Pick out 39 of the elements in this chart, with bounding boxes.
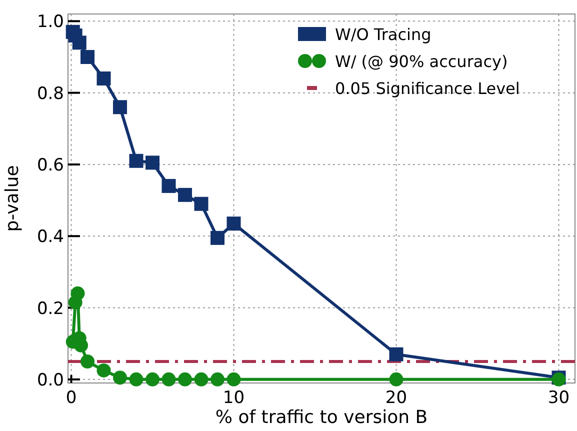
y-tick-label: 1.0 [36, 12, 64, 32]
point [226, 216, 241, 231]
point [80, 354, 94, 369]
point [113, 370, 127, 385]
legend-label: W/O Tracing [335, 25, 432, 44]
point [389, 372, 404, 386]
x-tick-label: 0 [66, 388, 77, 408]
y-tick-label: 0.8 [36, 84, 64, 104]
point [194, 196, 208, 211]
x-tick-label: 20 [385, 388, 408, 408]
point [70, 286, 85, 300]
y-tick-label: 0.6 [36, 155, 64, 176]
legend-label: 0.05 Significance Level [335, 79, 520, 98]
point [210, 372, 224, 386]
point [146, 372, 160, 386]
point [226, 372, 241, 386]
x-tick-label: 30 [548, 388, 570, 408]
point [389, 347, 404, 362]
point [194, 372, 208, 386]
y-axis-title: p-value [2, 165, 23, 232]
y-tick-label: 0.0 [36, 370, 64, 390]
y-tick-label: 0.2 [36, 298, 64, 319]
point [178, 372, 192, 386]
point [72, 36, 86, 50]
point [178, 188, 192, 202]
point [113, 100, 127, 114]
x-tick-label: 10 [222, 388, 245, 408]
point [96, 363, 111, 378]
point [129, 154, 144, 168]
point [146, 156, 160, 170]
point [129, 372, 144, 386]
point [210, 230, 224, 245]
x-axis-title: % of traffic to version B [215, 407, 428, 428]
y-tick-label: 0.4 [36, 227, 64, 248]
point [162, 372, 176, 386]
legend-label: W/ (@ 90% accuracy) [335, 52, 508, 71]
point [96, 71, 111, 86]
point [80, 50, 94, 64]
point [162, 178, 176, 193]
